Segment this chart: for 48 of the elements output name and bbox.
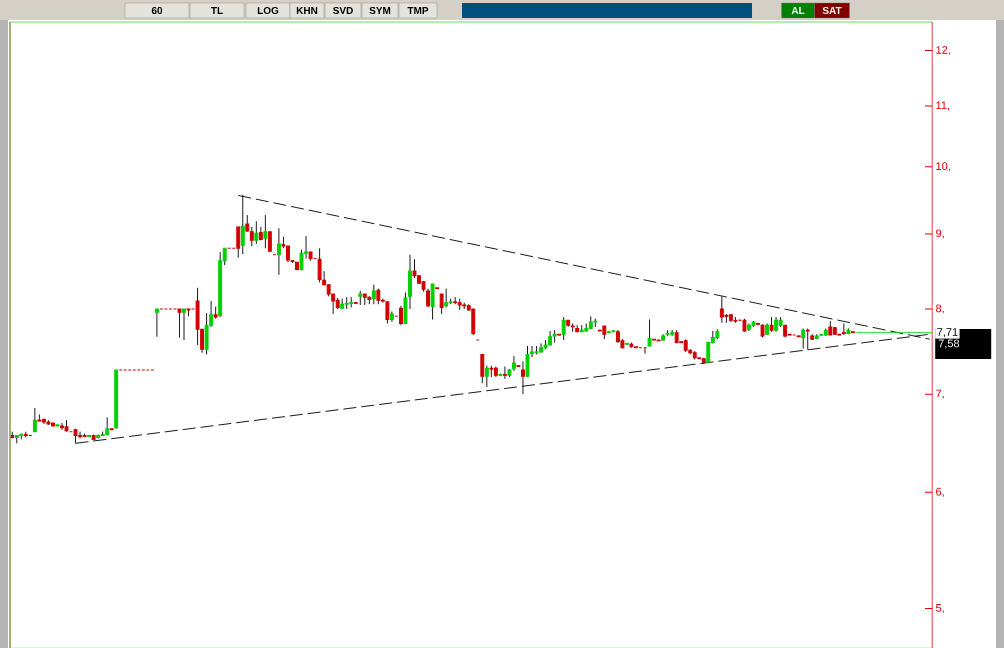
y-tick-label: 6,: [936, 487, 944, 497]
candlestick: [249, 226, 254, 247]
text: LOG: [257, 6, 279, 15]
candlestick: [317, 247, 322, 283]
y-tick-label: 5,: [935, 604, 944, 614]
text: TMP: [407, 7, 429, 14]
y-tick-label: 8,: [936, 304, 944, 314]
candlestick: [484, 365, 489, 388]
candlestick: [267, 231, 272, 253]
candlestick: [670, 329, 675, 337]
y-tick-label: 12,: [936, 46, 950, 56]
text: TL: [211, 7, 223, 14]
candlestick: [263, 214, 268, 249]
y-tick-label: 10,: [936, 162, 950, 172]
text: SAT: [822, 6, 842, 15]
text: AL: [791, 7, 805, 14]
candlestick: [439, 293, 444, 315]
candlestick: [32, 407, 37, 433]
candlestick: [430, 283, 435, 320]
candlestick: [236, 226, 241, 259]
candlestick: [480, 353, 485, 384]
y-tick-label: 9,: [936, 229, 944, 239]
text: KHN: [296, 7, 318, 14]
candlestick: [552, 329, 557, 344]
candlestick: [444, 288, 449, 308]
candlestick: [276, 227, 281, 276]
candlestick: [561, 316, 566, 341]
candlestick: [385, 301, 390, 324]
text: SVD: [333, 6, 353, 15]
candlestick: [371, 284, 376, 305]
candlestick: [399, 305, 403, 326]
ref-line-label: 7,71: [937, 328, 958, 338]
text: 7,58: [938, 339, 960, 349]
candlestick: [154, 308, 159, 338]
y-tick-label: 7,: [936, 389, 944, 399]
candlestick: [177, 308, 182, 339]
candlestick: [344, 296, 349, 310]
candlestick: [254, 220, 259, 245]
candlestick: [489, 365, 494, 378]
y-tick-label: 11,: [936, 101, 950, 111]
candlestick: [502, 366, 507, 380]
candlestick: [647, 319, 652, 347]
text: 60: [151, 6, 163, 15]
candlestick: [801, 328, 806, 349]
candlestick: [841, 323, 846, 336]
candlestick: [719, 295, 724, 324]
text: SYM: [369, 6, 391, 15]
candlestick: [182, 308, 186, 341]
